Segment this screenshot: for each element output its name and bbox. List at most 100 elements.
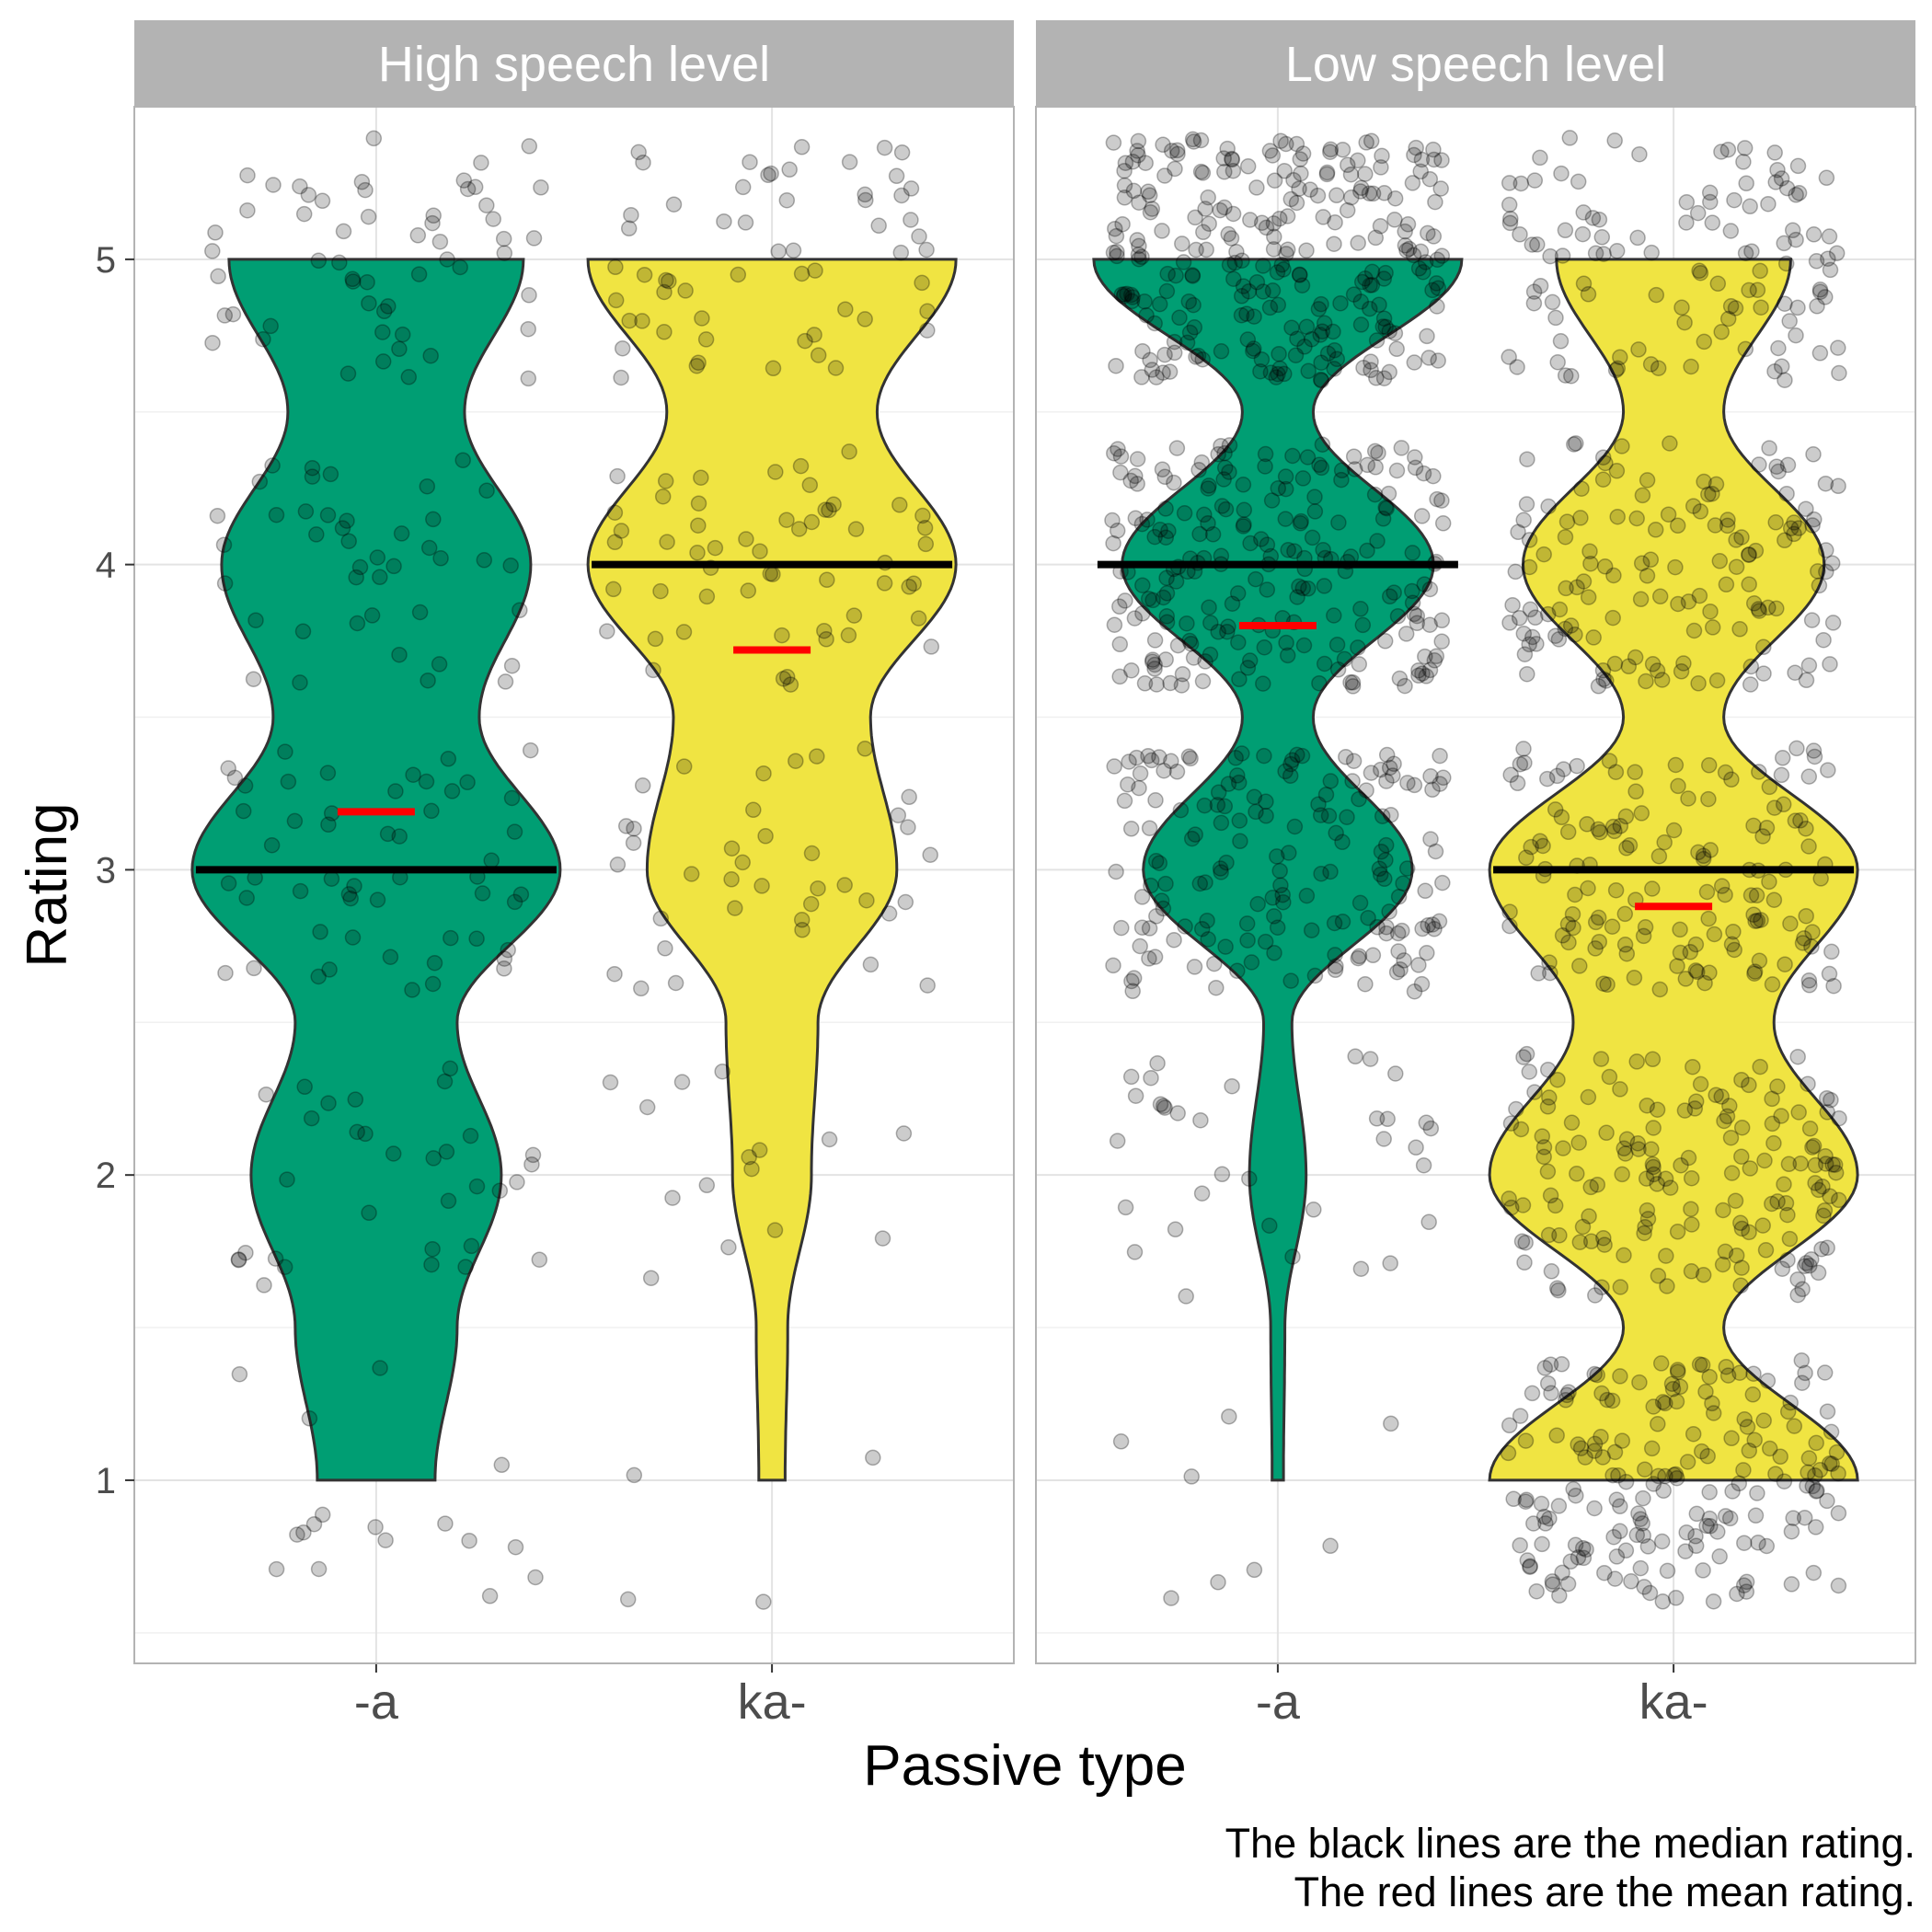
data-point [1741, 282, 1757, 299]
data-point [258, 1086, 275, 1103]
data-point [1312, 327, 1328, 343]
data-point [1708, 672, 1726, 689]
data-point [793, 912, 811, 928]
data-point [1783, 1576, 1800, 1593]
data-point [1796, 930, 1812, 947]
data-point [1591, 933, 1608, 950]
data-point [1820, 762, 1836, 778]
data-point [1156, 762, 1172, 779]
data-point [1362, 1051, 1379, 1067]
data-point [1522, 601, 1539, 618]
data-point [1284, 1248, 1301, 1265]
data-point [1509, 775, 1526, 792]
data-point [1358, 134, 1374, 151]
data-point [1201, 477, 1217, 494]
data-point [217, 964, 234, 982]
data-point [845, 607, 863, 624]
data-point [300, 187, 317, 203]
data-point [1580, 589, 1597, 605]
data-point [286, 812, 304, 830]
data-point [1238, 305, 1255, 322]
data-point [1807, 1519, 1824, 1535]
data-point [1122, 821, 1140, 837]
data-point [1409, 615, 1426, 632]
data-point [1723, 1165, 1741, 1181]
data-point [870, 217, 887, 235]
data-point [431, 656, 448, 673]
data-point [1316, 655, 1333, 673]
data-point [1798, 820, 1814, 837]
data-point [1723, 936, 1741, 953]
data-point [1375, 310, 1393, 327]
data-point [1196, 506, 1213, 523]
data-point [400, 369, 418, 385]
data-point [1831, 364, 1847, 382]
data-point [1243, 954, 1260, 971]
data-point [1816, 1202, 1834, 1219]
data-point [1388, 963, 1406, 981]
data-point [1698, 1517, 1715, 1535]
data-point [1735, 154, 1752, 170]
data-point [527, 1569, 544, 1586]
data-point [1304, 330, 1320, 348]
data-point [1125, 970, 1143, 986]
data-point [1516, 1254, 1533, 1271]
data-point [1733, 1071, 1750, 1088]
data-point [1607, 362, 1625, 379]
data-point [1258, 219, 1275, 236]
data-point [1350, 235, 1366, 251]
data-point [606, 965, 623, 983]
data-point [237, 1244, 254, 1261]
data-point [1194, 351, 1211, 368]
data-point [1229, 585, 1247, 602]
data-point [305, 1515, 323, 1533]
data-point [1501, 903, 1518, 920]
data-point [1617, 808, 1635, 825]
data-point [1259, 581, 1276, 598]
data-point [1131, 194, 1147, 211]
data-point [424, 1240, 441, 1258]
data-point [1727, 1192, 1744, 1209]
data-point [1192, 132, 1210, 149]
data-point [1162, 674, 1179, 692]
data-point [785, 242, 802, 259]
data-point [1714, 1256, 1731, 1273]
data-point [1149, 1054, 1166, 1072]
data-point [1741, 1224, 1757, 1241]
data-point [652, 582, 669, 600]
data-point [1680, 593, 1697, 610]
data-point [1754, 828, 1771, 845]
data-point [1657, 1467, 1673, 1485]
data-point [1426, 921, 1443, 937]
data-point [1133, 248, 1150, 266]
data-point [1117, 592, 1133, 609]
data-point [1650, 847, 1668, 865]
data-point [1608, 243, 1626, 259]
data-point [1313, 459, 1330, 477]
data-point [1811, 283, 1829, 301]
data-point [1794, 935, 1811, 951]
data-point [1422, 768, 1439, 785]
data-point [1116, 190, 1133, 206]
data-point [1398, 242, 1415, 259]
data-point [1593, 1385, 1610, 1402]
data-point [1169, 145, 1186, 163]
data-point [1143, 752, 1160, 769]
data-point [1409, 607, 1426, 625]
data-point [1654, 1593, 1672, 1610]
data-point [457, 1259, 474, 1275]
data-point [1769, 161, 1786, 178]
data-point [1737, 340, 1754, 358]
data-point [689, 545, 706, 561]
data-point [760, 167, 776, 184]
data-point [236, 777, 254, 794]
data-point [268, 506, 285, 523]
data-point [1367, 229, 1385, 247]
data-point [1187, 826, 1203, 843]
data-point [841, 154, 858, 170]
data-point [1173, 677, 1190, 694]
data-point [319, 765, 337, 781]
data-point [1142, 203, 1159, 221]
data-point [1315, 541, 1331, 558]
data-point [1235, 278, 1252, 294]
